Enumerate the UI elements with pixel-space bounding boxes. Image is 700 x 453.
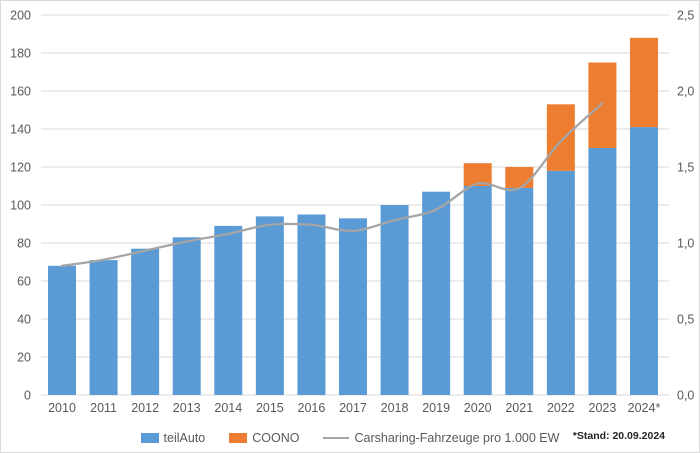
y-axis-left-tick-label: 140 [10, 123, 31, 137]
bar-coono-2021 [505, 167, 534, 188]
y-axis-left-tick-label: 20 [17, 351, 31, 365]
legend-item-teilauto: teilAuto [140, 431, 206, 445]
x-axis-label: 2018 [381, 401, 409, 415]
legend-label-coono: COONO [252, 431, 300, 445]
coono-series-swatch-icon [229, 433, 248, 443]
y-axis-right-tick-label: 2,5 [677, 9, 694, 23]
x-axis-label: 2024* [628, 401, 661, 415]
x-axis-label: 2020 [464, 401, 492, 415]
teilauto-series-swatch-icon [140, 433, 159, 443]
legend-item-trend: Carsharing-Fahrzeuge pro 1.000 EW [323, 431, 559, 445]
bar-teilauto-2021 [505, 187, 534, 395]
bar-teilauto-2014 [214, 225, 243, 395]
chart-legend: teilAuto COONO Carsharing-Fahrzeuge pro … [1, 431, 699, 445]
bar-teilauto-2022 [546, 170, 575, 395]
trend-line-swatch-icon [323, 436, 350, 440]
bar-teilauto-2023 [588, 148, 617, 395]
bar-coono-2022 [546, 104, 575, 171]
bar-teilauto-2016 [297, 214, 326, 395]
y-axis-left-tick-label: 180 [10, 47, 31, 61]
x-axis-label: 2012 [131, 401, 159, 415]
y-axis-left-tick-label: 200 [10, 9, 31, 23]
x-axis-label: 2013 [173, 401, 201, 415]
y-axis-left-tick-label: 80 [17, 237, 31, 251]
bar-coono-2020 [463, 163, 492, 186]
y-axis-right-tick-label: 0,5 [677, 313, 694, 327]
bar-teilauto-2019 [422, 191, 451, 395]
bar-teilauto-2011 [89, 260, 118, 395]
x-axis-label: 2010 [48, 401, 76, 415]
y-axis-left-tick-label: 40 [17, 313, 31, 327]
y-axis-right-tick-label: 0,0 [677, 389, 694, 403]
bar-coono-2024 [629, 37, 658, 128]
bar-teilauto-2010 [48, 265, 76, 395]
y-axis-right-tick-label: 1,5 [677, 161, 694, 175]
x-axis-label: 2022 [547, 401, 575, 415]
trend-line [60, 102, 604, 267]
x-axis-label: 2014 [214, 401, 242, 415]
bar-teilauto-2020 [463, 186, 492, 395]
bar-coono-2023 [588, 62, 617, 148]
bar-teilauto-2024 [629, 127, 658, 395]
x-axis-label: 2015 [256, 401, 284, 415]
x-axis-label: 2019 [422, 401, 450, 415]
y-axis-left-tick-label: 160 [10, 85, 31, 99]
legend-item-coono: COONO [229, 431, 299, 445]
x-axis-label: 2023 [589, 401, 617, 415]
y-axis-left-tick-label: 60 [17, 275, 31, 289]
y-axis-left-tick-label: 120 [10, 161, 31, 175]
bar-teilauto-2017 [338, 218, 367, 395]
bar-teilauto-2015 [255, 216, 284, 395]
x-axis-label: 2016 [298, 401, 326, 415]
legend-label-teilauto: teilAuto [163, 431, 206, 445]
x-axis-label: 2021 [505, 401, 533, 415]
y-axis-left-tick-label: 100 [10, 199, 31, 213]
y-axis-left-tick-label: 0 [24, 389, 31, 403]
y-axis-right-tick-label: 2,0 [677, 85, 694, 99]
y-axis-right-tick-label: 1,0 [677, 237, 694, 251]
bar-teilauto-2013 [172, 237, 201, 395]
x-axis-label: 2011 [90, 401, 117, 415]
x-axis-label: 2017 [339, 401, 367, 415]
bar-teilauto-2012 [131, 248, 160, 395]
footnote: *Stand: 20.09.2024 [572, 430, 665, 442]
legend-label-trend: Carsharing-Fahrzeuge pro 1.000 EW [354, 431, 560, 445]
plot-area: 0 20 40 60 80 100 120 140 160 180 200 0,0 0,5 1,0 1,5 2… [10, 9, 694, 416]
bar-teilauto-2018 [380, 205, 409, 395]
